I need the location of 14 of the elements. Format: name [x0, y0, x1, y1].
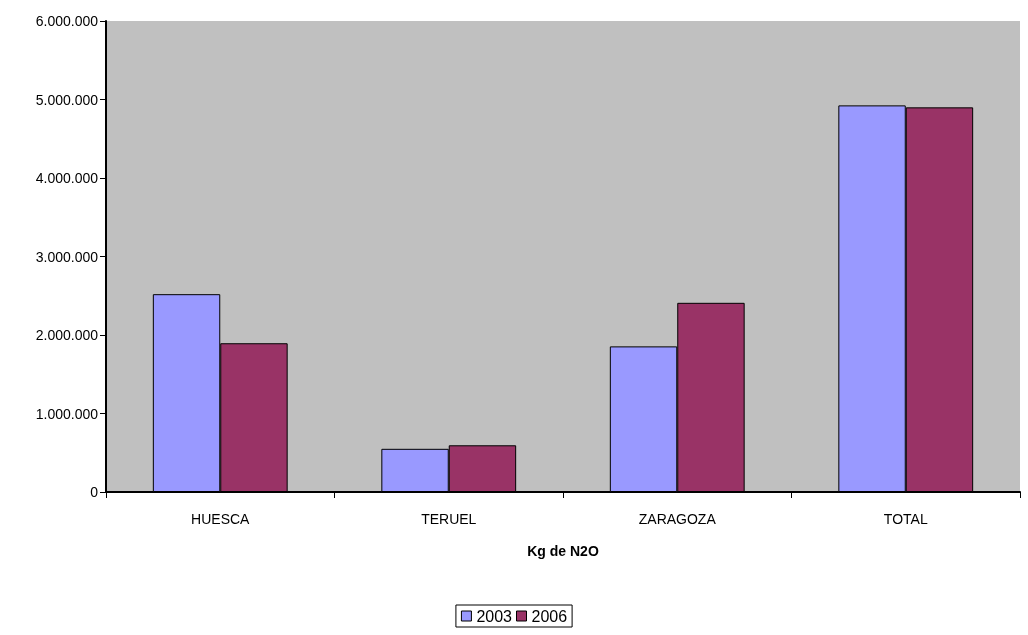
y-tick-label: 0: [90, 484, 99, 500]
x-tick-label: TERUEL: [421, 511, 477, 527]
y-tick-label: 1.000.000: [35, 405, 99, 422]
y-tick-label: 6.000.000: [35, 13, 99, 29]
legend-label: 2006: [531, 607, 568, 625]
x-tick-label: ZARAGOZA: [638, 511, 717, 527]
x-tick-label: TOTAL: [883, 511, 928, 527]
y-tick-label: 5.000.000: [35, 91, 99, 108]
y-tick-label: 2.000.000: [35, 327, 99, 343]
legend-label: 2003: [476, 607, 513, 625]
y-tick-label: 4.000.000: [35, 170, 99, 186]
y-tick-label: 3.000.000: [35, 248, 99, 265]
x-tick-label: HUESCA: [191, 511, 251, 527]
x-axis-title: Kg de N2O: [527, 543, 599, 559]
